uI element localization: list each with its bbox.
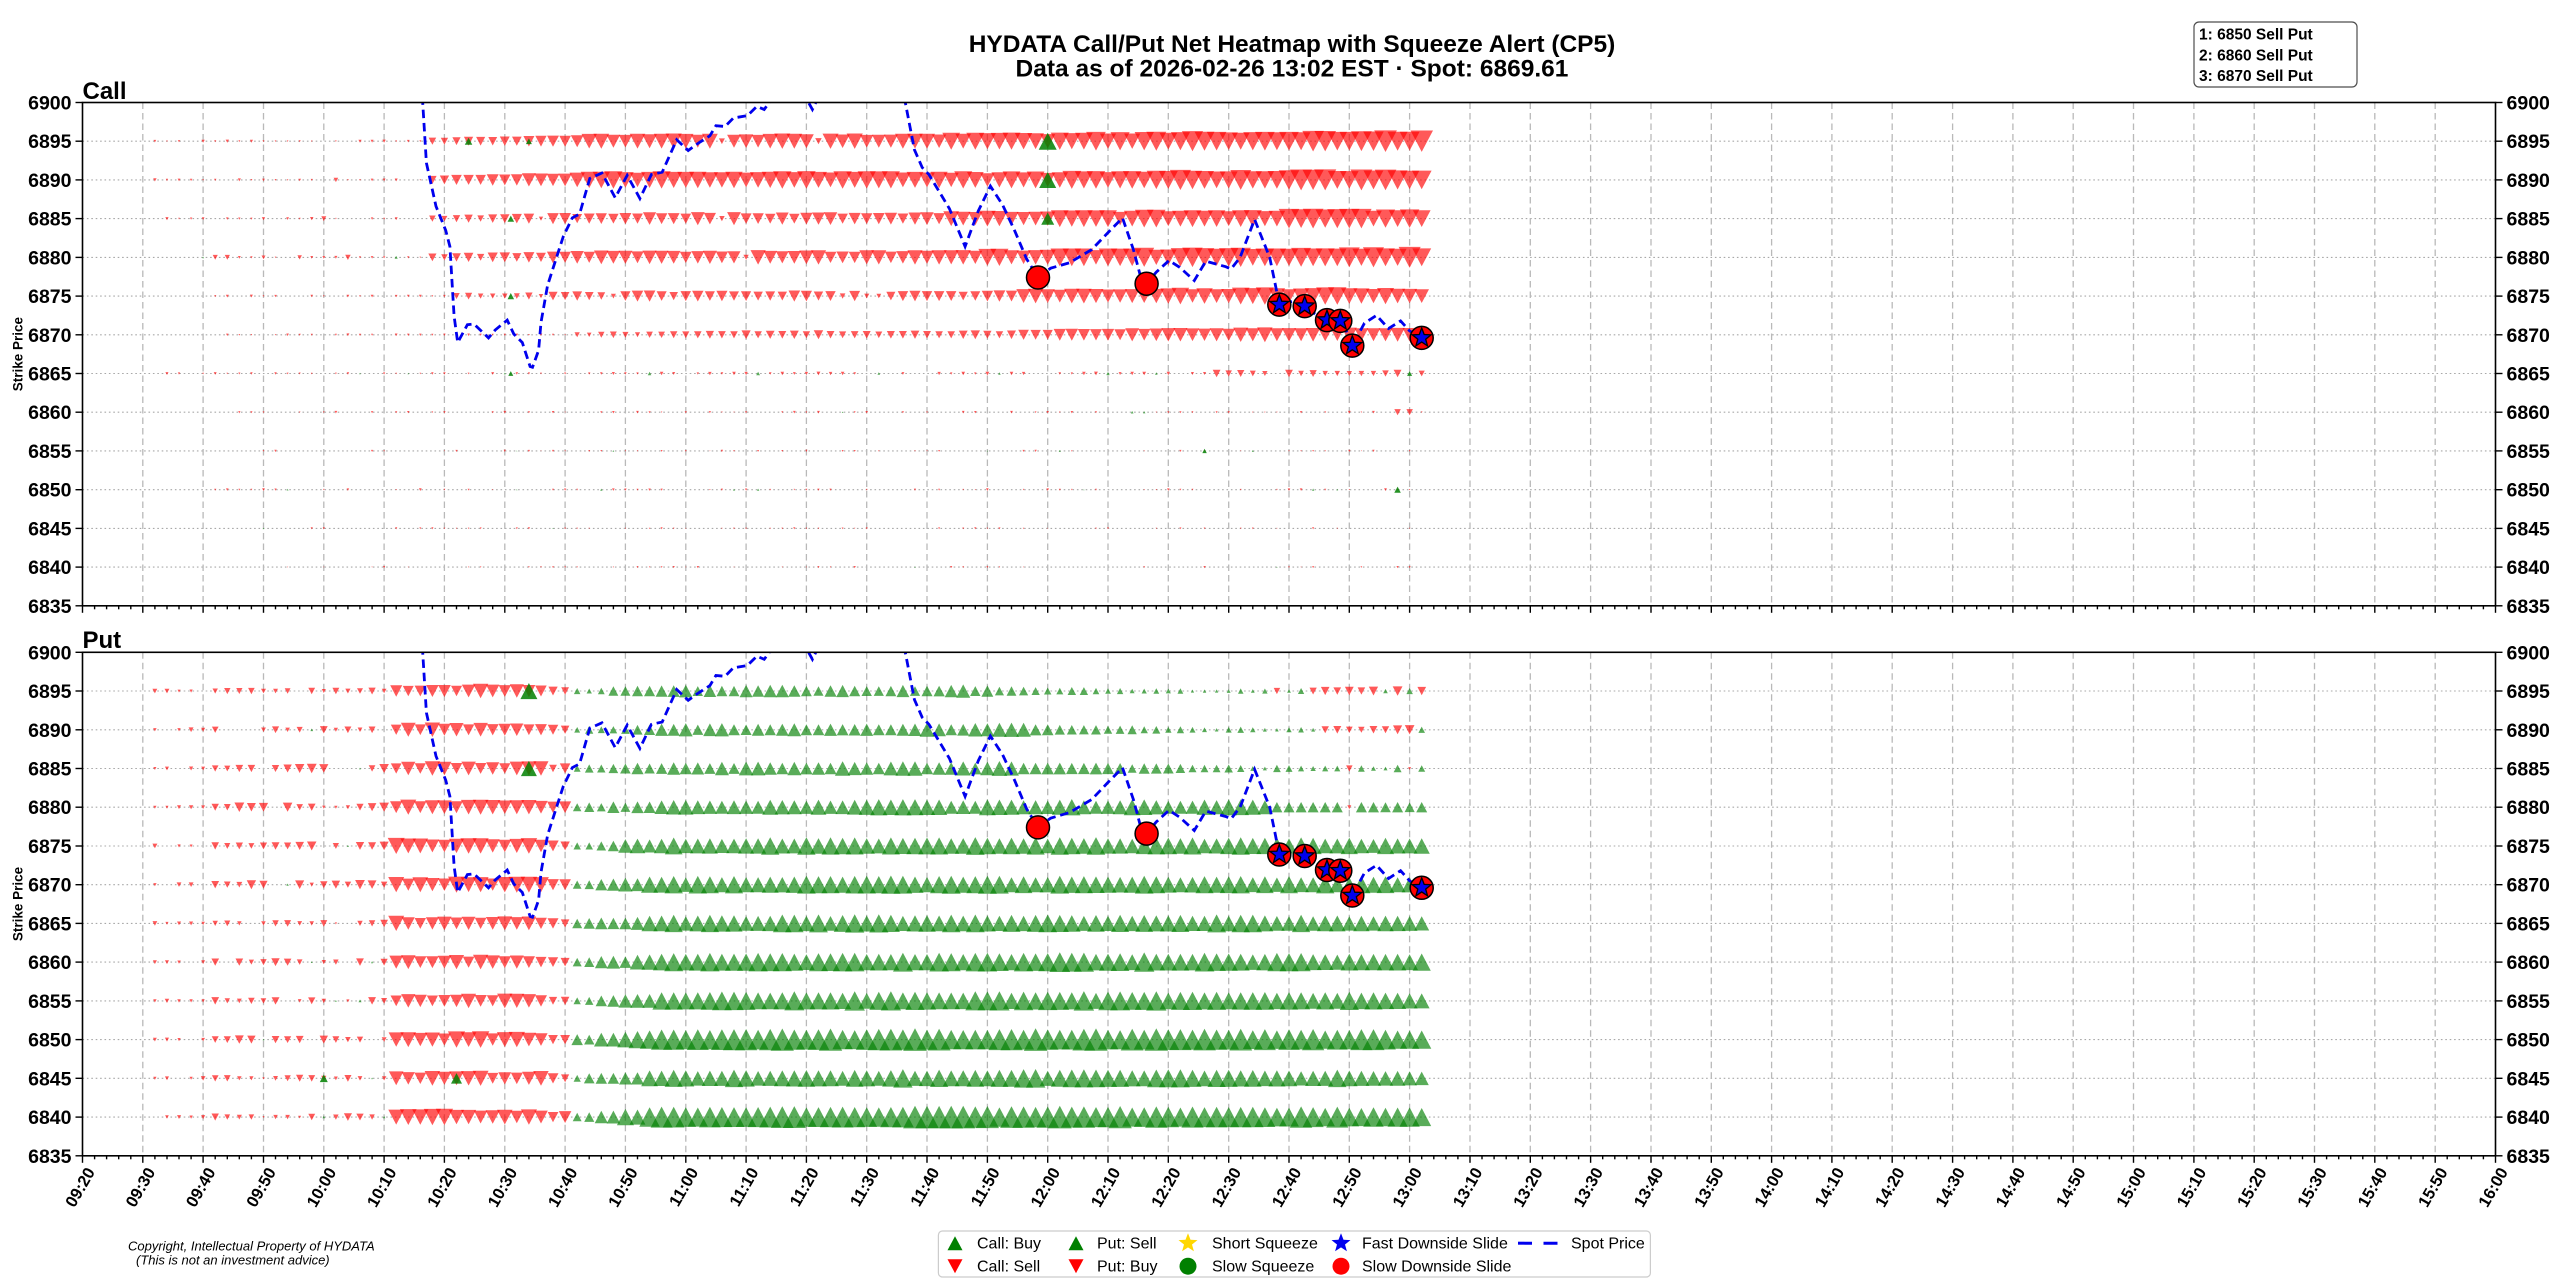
svg-text:6835: 6835	[28, 1146, 72, 1168]
svg-text:6870: 6870	[2507, 325, 2551, 347]
svg-text:Put: Put	[83, 627, 122, 654]
svg-text:6860: 6860	[2507, 402, 2551, 424]
svg-text:6885: 6885	[2507, 209, 2551, 231]
svg-text:6855: 6855	[28, 441, 72, 463]
svg-text:Data as of 2026-02-26 13:02 ES: Data as of 2026-02-26 13:02 EST · Spot: …	[1016, 56, 1569, 83]
svg-text:6875: 6875	[2507, 836, 2551, 858]
svg-text:6850: 6850	[2507, 480, 2551, 502]
svg-text:6865: 6865	[28, 364, 72, 386]
svg-text:6840: 6840	[2507, 1107, 2551, 1129]
svg-text:6835: 6835	[28, 596, 72, 618]
svg-text:6885: 6885	[2507, 759, 2551, 781]
svg-text:6890: 6890	[2507, 170, 2551, 192]
svg-text:6870: 6870	[28, 325, 72, 347]
svg-text:Put: Sell: Put: Sell	[1097, 1236, 1157, 1253]
svg-text:1: 6850 Sell Put: 1: 6850 Sell Put	[2199, 27, 2313, 44]
svg-text:Call: Buy: Call: Buy	[977, 1236, 1041, 1253]
svg-text:6845: 6845	[28, 1068, 72, 1090]
svg-text:Strike Price: Strike Price	[11, 866, 26, 941]
svg-text:6880: 6880	[2507, 797, 2551, 819]
svg-text:6875: 6875	[28, 286, 72, 308]
svg-text:6860: 6860	[28, 402, 72, 424]
svg-text:6840: 6840	[2507, 557, 2551, 579]
svg-text:Copyright, Intellectual Proper: Copyright, Intellectual Property of HYDA…	[128, 1239, 375, 1254]
svg-text:Strike Price: Strike Price	[11, 316, 26, 391]
svg-text:6880: 6880	[28, 797, 72, 819]
svg-text:6860: 6860	[28, 952, 72, 974]
svg-text:6865: 6865	[2507, 364, 2551, 386]
svg-text:6900: 6900	[2507, 93, 2551, 115]
svg-text:6855: 6855	[28, 991, 72, 1013]
svg-text:6900: 6900	[2507, 642, 2551, 664]
svg-text:Slow Downside Slide: Slow Downside Slide	[1362, 1259, 1512, 1276]
svg-text:6890: 6890	[2507, 720, 2551, 742]
svg-text:Put: Buy: Put: Buy	[1097, 1259, 1157, 1276]
svg-text:6885: 6885	[28, 209, 72, 231]
svg-text:6850: 6850	[28, 480, 72, 502]
svg-text:6840: 6840	[28, 1107, 72, 1129]
svg-text:6870: 6870	[28, 875, 72, 897]
svg-text:6890: 6890	[28, 720, 72, 742]
svg-text:3: 6870 Sell Put: 3: 6870 Sell Put	[2199, 68, 2313, 85]
svg-text:6850: 6850	[2507, 1030, 2551, 1052]
svg-text:6880: 6880	[28, 247, 72, 269]
svg-text:6900: 6900	[28, 93, 72, 115]
svg-text:Call: Sell: Call: Sell	[977, 1259, 1040, 1276]
svg-text:6895: 6895	[2507, 681, 2551, 703]
svg-text:Call: Call	[83, 78, 127, 105]
svg-text:6865: 6865	[28, 913, 72, 935]
svg-text:6845: 6845	[2507, 1068, 2551, 1090]
svg-text:6835: 6835	[2507, 596, 2551, 618]
svg-text:6885: 6885	[28, 759, 72, 781]
svg-text:6850: 6850	[28, 1030, 72, 1052]
svg-text:Slow Squeeze: Slow Squeeze	[1212, 1259, 1314, 1276]
svg-text:6870: 6870	[2507, 875, 2551, 897]
svg-text:6855: 6855	[2507, 991, 2551, 1013]
svg-text:6895: 6895	[2507, 131, 2551, 153]
svg-text:6880: 6880	[2507, 247, 2551, 269]
svg-text:6840: 6840	[28, 557, 72, 579]
svg-text:6890: 6890	[28, 170, 72, 192]
svg-text:Spot Price: Spot Price	[1571, 1236, 1645, 1253]
svg-text:6875: 6875	[2507, 286, 2551, 308]
svg-text:6845: 6845	[2507, 518, 2551, 540]
svg-text:6895: 6895	[28, 681, 72, 703]
svg-text:Fast Downside Slide: Fast Downside Slide	[1362, 1236, 1508, 1253]
svg-text:6900: 6900	[28, 642, 72, 664]
svg-text:6865: 6865	[2507, 913, 2551, 935]
svg-text:HYDATA Call/Put Net Heatmap wi: HYDATA Call/Put Net Heatmap with Squeeze…	[969, 31, 1616, 58]
svg-text:Short Squeeze: Short Squeeze	[1212, 1236, 1318, 1253]
svg-text:6845: 6845	[28, 518, 72, 540]
svg-text:2: 6860 Sell Put: 2: 6860 Sell Put	[2199, 48, 2313, 65]
svg-text:6875: 6875	[28, 836, 72, 858]
svg-text:6860: 6860	[2507, 952, 2551, 974]
svg-text:6835: 6835	[2507, 1146, 2551, 1168]
svg-text:6895: 6895	[28, 131, 72, 153]
svg-text:(This is not an investment adv: (This is not an investment advice)	[136, 1253, 330, 1268]
svg-text:6855: 6855	[2507, 441, 2551, 463]
